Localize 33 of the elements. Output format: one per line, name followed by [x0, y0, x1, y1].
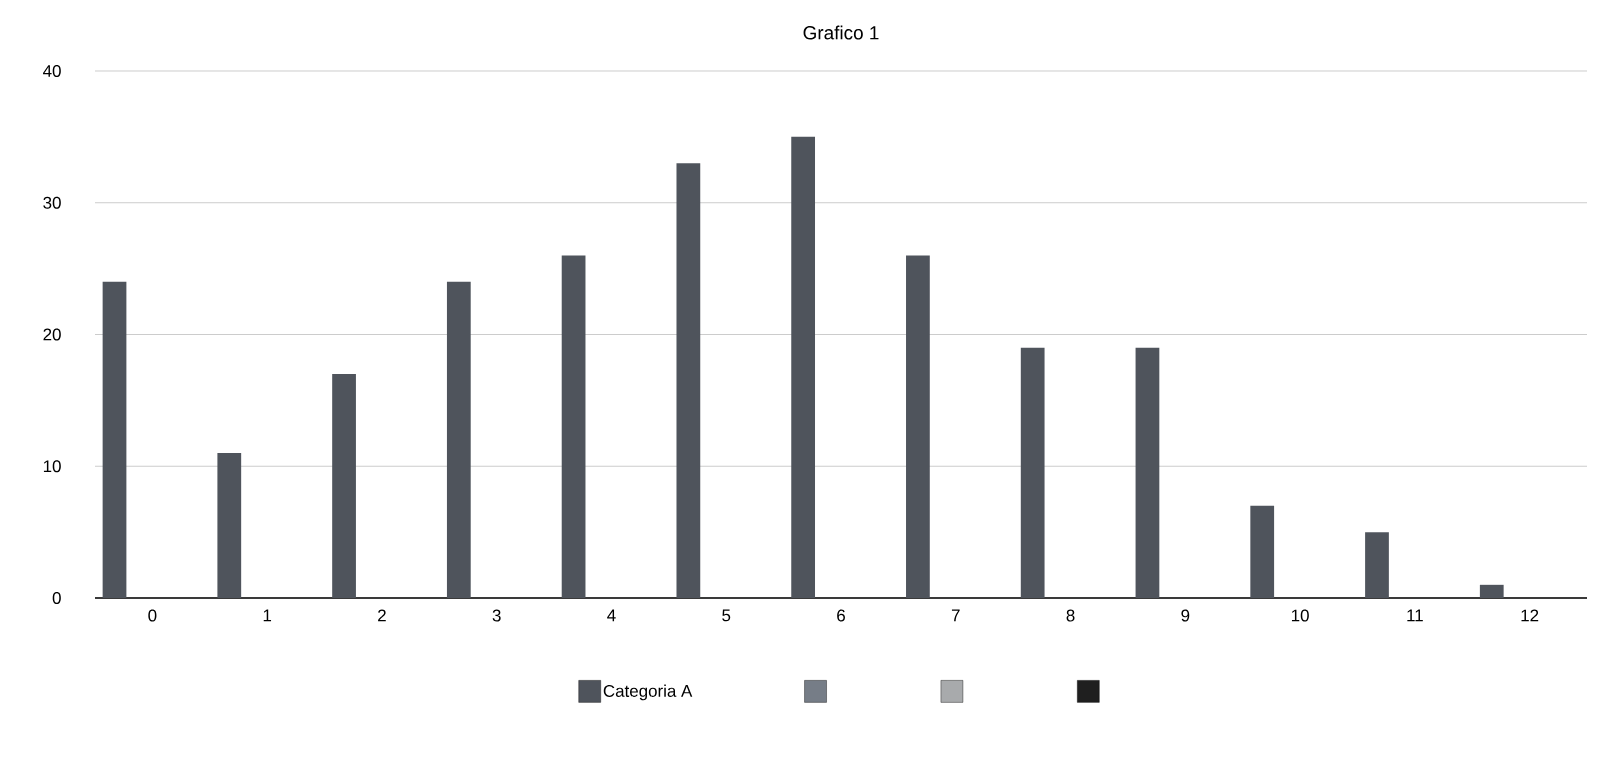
x-tick-label: 8: [1066, 609, 1075, 622]
bar: [217, 453, 242, 598]
bar: [1135, 347, 1160, 598]
bar: [906, 255, 930, 598]
bar: [676, 163, 701, 598]
y-tick-label: 40: [43, 65, 61, 77]
bar: [791, 136, 816, 598]
x-tick-label: 1: [263, 609, 272, 622]
bar: [446, 281, 471, 598]
x-tick-label: 0: [148, 609, 157, 622]
chart-title: Grafico 1: [803, 25, 879, 40]
x-tick-label: 3: [492, 609, 501, 622]
y-tick-label: 20: [43, 328, 61, 341]
legend-label: Categoria A: [603, 684, 693, 701]
y-tick-label: 10: [43, 460, 61, 473]
bar: [102, 281, 127, 598]
bar: [1020, 347, 1045, 598]
x-tick-label: 5: [722, 609, 731, 622]
x-tick-label: 7: [951, 609, 960, 622]
bar: [1250, 505, 1275, 598]
y-tick-label: 30: [43, 196, 61, 209]
bar: [332, 374, 356, 598]
x-tick-label: 12: [1521, 609, 1539, 622]
bar: [561, 255, 586, 598]
bar: [1365, 532, 1389, 598]
x-tick-label: 4: [607, 609, 616, 622]
x-tick-label: 9: [1181, 609, 1190, 622]
x-tick-label: 6: [837, 609, 845, 622]
y-tick-label: 0: [52, 592, 61, 604]
x-tick-label: 2: [378, 609, 386, 622]
x-tick-label: 11: [1407, 609, 1423, 622]
bar: [1479, 584, 1504, 598]
x-tick-label: 10: [1291, 609, 1309, 622]
